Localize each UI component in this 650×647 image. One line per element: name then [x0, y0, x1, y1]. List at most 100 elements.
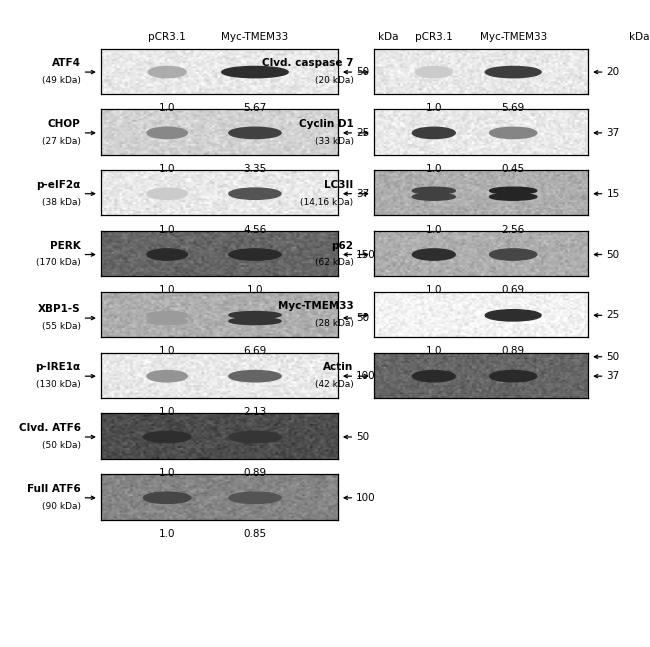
- Text: 2.56: 2.56: [502, 225, 525, 234]
- Text: 1.0: 1.0: [159, 285, 176, 295]
- Text: ATF4: ATF4: [51, 58, 81, 68]
- Text: 37: 37: [356, 189, 369, 199]
- Ellipse shape: [147, 249, 187, 260]
- Ellipse shape: [412, 249, 455, 260]
- Text: (90 kDa): (90 kDa): [42, 501, 81, 510]
- Text: p-IRE1α: p-IRE1α: [36, 362, 81, 372]
- Text: 1.0: 1.0: [426, 103, 442, 113]
- Text: 50: 50: [356, 313, 369, 323]
- Text: (38 kDa): (38 kDa): [42, 197, 81, 206]
- Text: p-eIF2α: p-eIF2α: [36, 180, 81, 190]
- Text: 20: 20: [606, 67, 619, 77]
- Text: 6.69: 6.69: [243, 346, 266, 356]
- Text: Clvd. caspase 7: Clvd. caspase 7: [262, 58, 354, 68]
- Text: (130 kDa): (130 kDa): [36, 380, 81, 389]
- Text: 1.0: 1.0: [247, 285, 263, 295]
- Text: (55 kDa): (55 kDa): [42, 322, 81, 331]
- Text: PERK: PERK: [50, 241, 81, 250]
- Text: (20 kDa): (20 kDa): [315, 76, 354, 85]
- Text: 0.89: 0.89: [243, 468, 266, 477]
- Ellipse shape: [412, 127, 455, 138]
- Ellipse shape: [147, 318, 187, 325]
- Text: (27 kDa): (27 kDa): [42, 137, 81, 146]
- Ellipse shape: [144, 492, 191, 503]
- Text: CHOP: CHOP: [48, 119, 81, 129]
- Text: XBP1-S: XBP1-S: [38, 304, 81, 314]
- Text: 0.89: 0.89: [502, 346, 525, 356]
- Ellipse shape: [229, 432, 281, 443]
- Text: pCR3.1: pCR3.1: [148, 32, 186, 42]
- Text: 1.0: 1.0: [426, 285, 442, 295]
- Text: (42 kDa): (42 kDa): [315, 380, 354, 389]
- Text: 1.0: 1.0: [426, 164, 442, 173]
- Text: Full ATF6: Full ATF6: [27, 484, 81, 494]
- Ellipse shape: [147, 188, 187, 199]
- Text: 1.0: 1.0: [159, 529, 176, 538]
- Ellipse shape: [148, 67, 186, 78]
- Ellipse shape: [229, 127, 281, 138]
- Ellipse shape: [147, 312, 187, 318]
- Text: 0.45: 0.45: [502, 164, 525, 173]
- Ellipse shape: [486, 310, 541, 321]
- Text: 3.35: 3.35: [243, 164, 266, 173]
- Text: 1.0: 1.0: [426, 346, 442, 356]
- Text: Myc-TMEM33: Myc-TMEM33: [278, 302, 354, 311]
- Text: 37: 37: [606, 128, 619, 138]
- Text: Clvd. ATF6: Clvd. ATF6: [19, 423, 81, 433]
- Text: (49 kDa): (49 kDa): [42, 76, 81, 85]
- Ellipse shape: [415, 67, 452, 78]
- Text: 1.0: 1.0: [159, 103, 176, 113]
- Ellipse shape: [147, 371, 187, 382]
- Ellipse shape: [229, 188, 281, 199]
- Ellipse shape: [229, 249, 281, 260]
- Ellipse shape: [147, 127, 187, 138]
- Ellipse shape: [229, 312, 281, 318]
- Text: Cyclin D1: Cyclin D1: [299, 119, 354, 129]
- Text: 1.0: 1.0: [426, 225, 442, 234]
- Text: 5.67: 5.67: [243, 103, 266, 113]
- Text: p62: p62: [332, 241, 354, 250]
- Text: 1.0: 1.0: [159, 225, 176, 234]
- Ellipse shape: [489, 187, 537, 194]
- Text: pCR3.1: pCR3.1: [415, 32, 452, 42]
- Text: 37: 37: [606, 371, 619, 381]
- Text: 4.56: 4.56: [243, 225, 266, 234]
- Text: 25: 25: [606, 311, 619, 320]
- Text: 50: 50: [356, 67, 369, 77]
- Ellipse shape: [486, 67, 541, 78]
- Ellipse shape: [489, 127, 537, 138]
- Text: 1.0: 1.0: [159, 164, 176, 173]
- Text: Myc-TMEM33: Myc-TMEM33: [222, 32, 289, 42]
- Text: 50: 50: [606, 250, 619, 259]
- Text: 50: 50: [356, 432, 369, 442]
- Ellipse shape: [229, 371, 281, 382]
- Text: kDa: kDa: [629, 32, 649, 42]
- Text: (14,16 kDa): (14,16 kDa): [300, 197, 354, 206]
- Ellipse shape: [222, 67, 288, 78]
- Text: LC3II: LC3II: [324, 180, 354, 190]
- Ellipse shape: [489, 371, 537, 382]
- Text: Myc-TMEM33: Myc-TMEM33: [480, 32, 547, 42]
- Text: (62 kDa): (62 kDa): [315, 258, 354, 267]
- Text: 150: 150: [356, 250, 376, 259]
- Text: 15: 15: [606, 189, 619, 199]
- Ellipse shape: [489, 249, 537, 260]
- Ellipse shape: [412, 187, 455, 194]
- Text: 0.85: 0.85: [243, 529, 266, 538]
- Text: 5.69: 5.69: [502, 103, 525, 113]
- Text: kDa: kDa: [378, 32, 399, 42]
- Ellipse shape: [489, 193, 537, 200]
- Text: (170 kDa): (170 kDa): [36, 258, 81, 267]
- Text: 1.0: 1.0: [159, 407, 176, 417]
- Ellipse shape: [229, 318, 281, 325]
- Ellipse shape: [144, 432, 191, 443]
- Text: Actin: Actin: [323, 362, 354, 372]
- Text: 2.13: 2.13: [243, 407, 266, 417]
- Text: (28 kDa): (28 kDa): [315, 319, 354, 328]
- Ellipse shape: [412, 371, 455, 382]
- Text: 1.0: 1.0: [159, 346, 176, 356]
- Text: 25: 25: [356, 128, 369, 138]
- Text: 1.0: 1.0: [159, 468, 176, 477]
- Text: 0.69: 0.69: [502, 285, 525, 295]
- Text: 100: 100: [356, 493, 376, 503]
